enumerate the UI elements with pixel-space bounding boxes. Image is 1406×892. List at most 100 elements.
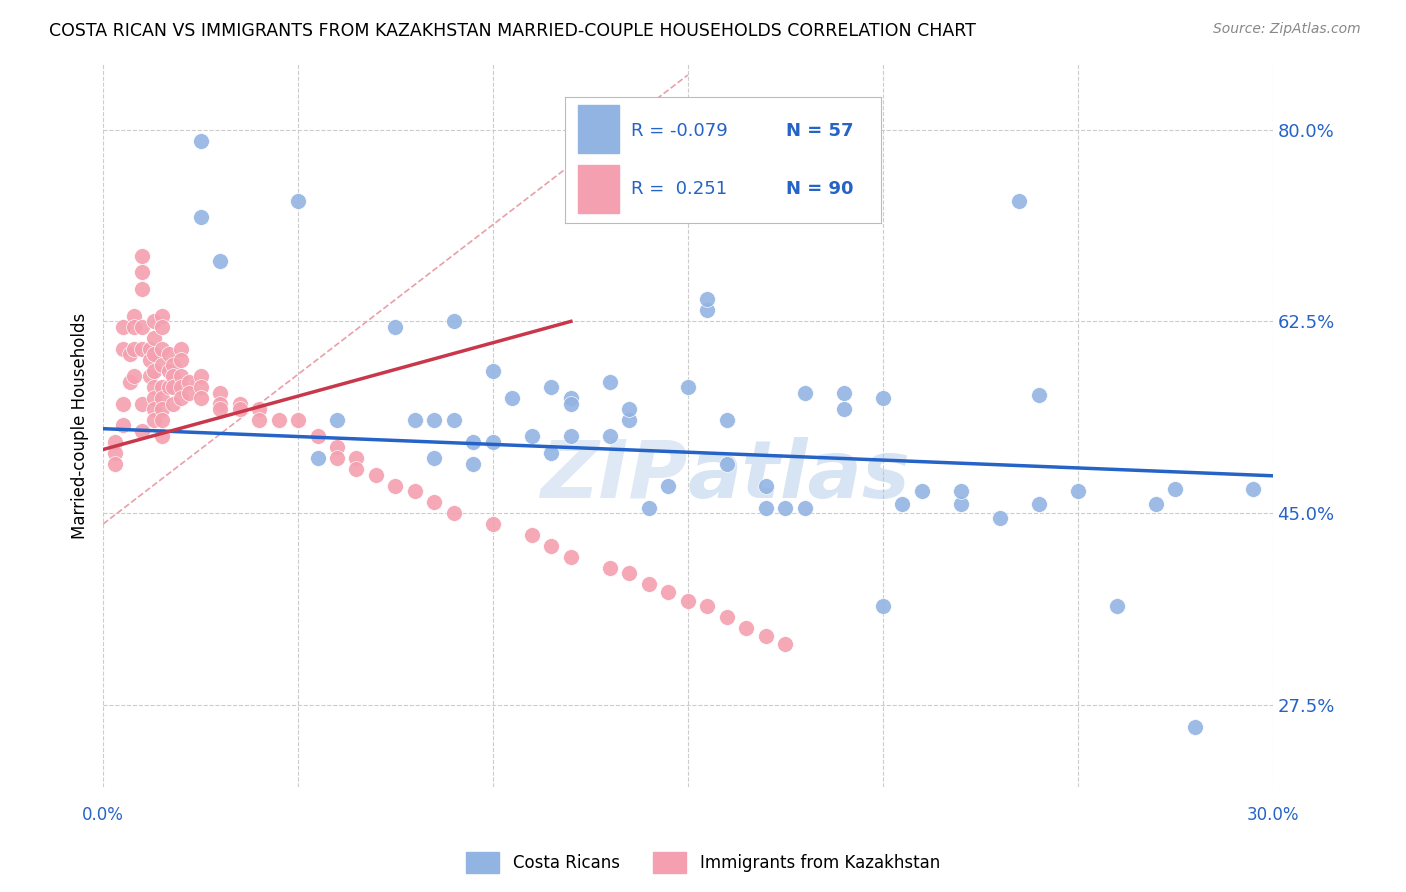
Point: [716, 413, 738, 427]
Point: [142, 314, 165, 328]
Point: [139, 369, 162, 384]
Point: [326, 451, 349, 466]
Point: [247, 401, 270, 416]
Point: [177, 385, 200, 400]
Point: [131, 396, 153, 410]
Point: [150, 429, 173, 443]
Point: [872, 391, 894, 405]
Point: [404, 484, 426, 499]
Point: [120, 375, 142, 389]
Point: [463, 457, 485, 471]
Point: [247, 413, 270, 427]
Point: [346, 451, 368, 466]
Point: [443, 506, 465, 520]
Point: [1008, 194, 1031, 208]
Point: [716, 610, 738, 624]
Text: ZIP: ZIP: [540, 437, 688, 515]
Point: [599, 375, 621, 389]
Point: [735, 621, 758, 635]
Point: [988, 511, 1011, 525]
Point: [482, 516, 505, 531]
Point: [793, 385, 815, 400]
Point: [637, 500, 659, 515]
Text: 30.0%: 30.0%: [1246, 806, 1299, 824]
Point: [775, 637, 797, 651]
Point: [157, 364, 180, 378]
Point: [139, 342, 162, 356]
Point: [384, 478, 406, 492]
Point: [142, 413, 165, 427]
Point: [190, 134, 212, 148]
Point: [150, 413, 173, 427]
Point: [124, 309, 146, 323]
Point: [520, 528, 543, 542]
Point: [162, 380, 184, 394]
Text: COSTA RICAN VS IMMIGRANTS FROM KAZAKHSTAN MARRIED-COUPLE HOUSEHOLDS CORRELATION : COSTA RICAN VS IMMIGRANTS FROM KAZAKHSTA…: [49, 22, 976, 40]
Point: [150, 309, 173, 323]
Point: [142, 364, 165, 378]
Point: [124, 369, 146, 384]
Point: [104, 434, 127, 449]
Text: atlas: atlas: [688, 437, 911, 515]
Point: [228, 401, 250, 416]
Point: [131, 424, 153, 438]
Point: [1028, 497, 1050, 511]
Point: [170, 352, 193, 367]
Point: [111, 418, 134, 433]
Point: [170, 380, 193, 394]
Point: [131, 342, 153, 356]
Point: [170, 369, 193, 384]
Point: [1241, 482, 1264, 496]
Point: [142, 391, 165, 405]
Point: [267, 413, 290, 427]
Point: [111, 342, 134, 356]
Point: [150, 401, 173, 416]
Point: [190, 211, 212, 225]
Point: [150, 391, 173, 405]
Point: [463, 434, 485, 449]
Point: [150, 380, 173, 394]
Y-axis label: Married-couple Households: Married-couple Households: [72, 312, 89, 539]
Point: [540, 539, 562, 553]
Point: [443, 314, 465, 328]
Point: [560, 429, 582, 443]
Point: [111, 319, 134, 334]
Point: [142, 347, 165, 361]
Point: [170, 342, 193, 356]
Point: [104, 457, 127, 471]
Point: [326, 413, 349, 427]
Point: [307, 429, 329, 443]
Point: [619, 566, 641, 581]
Point: [150, 342, 173, 356]
Point: [696, 599, 718, 613]
Point: [443, 413, 465, 427]
Point: [560, 391, 582, 405]
Point: [619, 401, 641, 416]
Point: [775, 500, 797, 515]
Point: [1066, 484, 1088, 499]
Point: [676, 593, 699, 607]
Point: [364, 467, 387, 482]
Point: [832, 385, 855, 400]
Point: [162, 369, 184, 384]
Point: [619, 413, 641, 427]
Point: [150, 319, 173, 334]
Point: [599, 429, 621, 443]
Point: [696, 293, 718, 307]
Text: Source: ZipAtlas.com: Source: ZipAtlas.com: [1213, 22, 1361, 37]
Point: [560, 396, 582, 410]
Point: [637, 577, 659, 591]
Point: [326, 440, 349, 454]
Point: [139, 352, 162, 367]
Point: [124, 342, 146, 356]
Point: [1105, 599, 1128, 613]
Point: [170, 391, 193, 405]
Point: [131, 319, 153, 334]
Point: [131, 265, 153, 279]
Point: [346, 462, 368, 476]
Point: [755, 629, 778, 643]
Point: [104, 446, 127, 460]
Point: [131, 281, 153, 295]
Point: [287, 413, 309, 427]
Point: [482, 434, 505, 449]
